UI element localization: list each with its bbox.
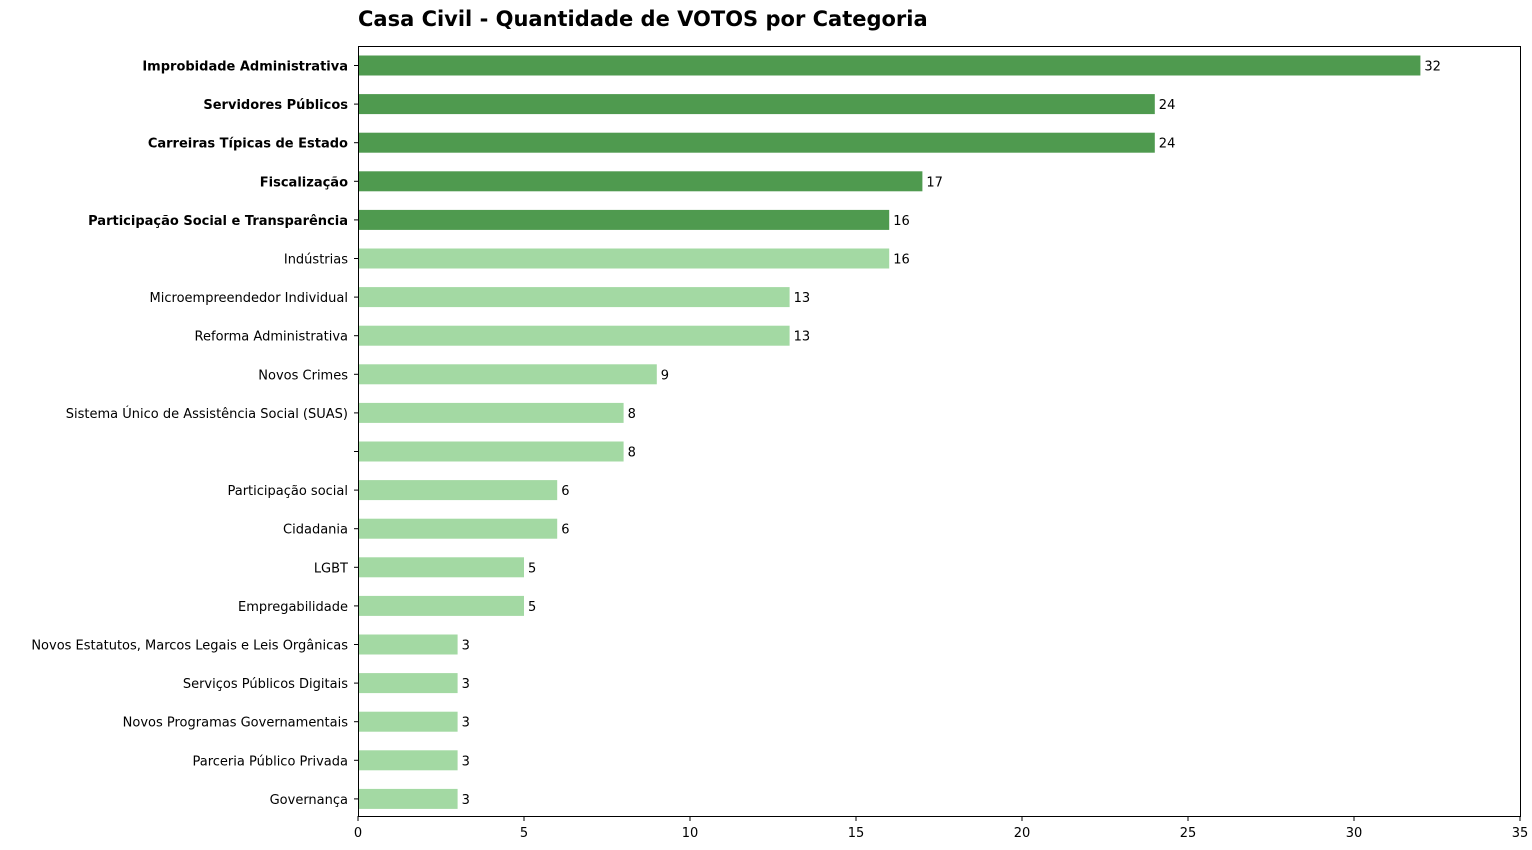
data-label: 17 [926,175,943,190]
category-label: Indústrias [284,253,348,268]
data-label: 8 [628,446,636,461]
category-label: Novos Crimes [258,368,348,383]
x-tick-label: 20 [1014,826,1031,841]
data-label: 3 [462,677,470,692]
data-label: 16 [893,253,910,268]
bar [358,287,790,308]
data-label: 5 [528,600,536,615]
category-label: Novos Programas Governamentais [123,716,349,731]
data-label: 13 [794,330,811,345]
bars-layer [358,55,1421,809]
bar [358,711,458,732]
bar [358,55,1421,76]
bar [358,673,458,694]
category-label: Serviços Públicos Digitais [183,677,348,692]
data-label: 3 [462,716,470,731]
category-labels: Improbidade Administrativa Servidores Púb… [31,60,358,808]
bar [358,595,524,616]
x-tick-label: 15 [848,826,865,841]
x-tick-label: 25 [1180,826,1197,841]
category-label: Carreiras Típicas de Estado [148,137,348,152]
data-label: 3 [462,639,470,654]
bar [358,209,890,230]
category-label: Governança [270,793,348,808]
data-label: 13 [794,291,811,306]
x-tick-label: 10 [682,826,699,841]
category-label: LGBT [314,561,348,576]
category-label: Sistema Único de Assistência Social (SUA… [66,406,348,422]
bar [358,171,923,192]
category-label: Cidadania [283,523,348,538]
bar [358,325,790,346]
category-label: Novos Estatutos, Marcos Legais e Leis Or… [31,639,348,654]
data-label: 3 [462,793,470,808]
x-axis: 0 5 10 15 20 25 30 35 [354,816,1528,841]
data-label: 3 [462,754,470,769]
data-label: 16 [893,214,910,229]
category-label: Reforma Administrativa [195,330,348,345]
data-label: 24 [1159,137,1176,152]
data-labels: 32 24 24 17 16 16 13 13 9 8 8 6 6 5 5 3 3 3 3 3 [462,60,1441,808]
bar [358,94,1155,115]
bar [358,518,558,539]
x-tick-label: 0 [354,826,362,841]
data-label: 6 [561,523,569,538]
data-label: 6 [561,484,569,499]
category-label: Participação Social e Transparência [88,214,348,229]
data-label: 24 [1159,98,1176,113]
bar [358,402,624,423]
category-label: Fiscalização [260,175,348,190]
bar [358,634,458,655]
chart-title: Casa Civil - Quantidade de VOTOS por Cat… [358,7,928,31]
category-label: Improbidade Administrativa [142,60,348,75]
plot-frame [358,46,1521,817]
bar [358,441,624,462]
category-label: Parceria Público Privada [193,754,349,769]
category-label: Participação social [227,484,348,499]
category-label: Servidores Públicos [203,98,348,113]
x-tick-label: 30 [1346,826,1363,841]
bar [358,557,524,578]
data-label: 8 [628,407,636,422]
data-label: 32 [1424,60,1441,75]
category-label: Empregabilidade [238,600,348,615]
bar [358,248,890,269]
data-label: 5 [528,561,536,576]
category-label: Microempreendedor Individual [150,291,348,306]
bar [358,750,458,771]
bar [358,364,657,385]
bar [358,788,458,809]
data-label: 9 [661,368,669,383]
bar [358,132,1155,153]
bar [358,480,558,501]
x-tick-label: 5 [520,826,528,841]
x-tick-label: 35 [1512,826,1529,841]
